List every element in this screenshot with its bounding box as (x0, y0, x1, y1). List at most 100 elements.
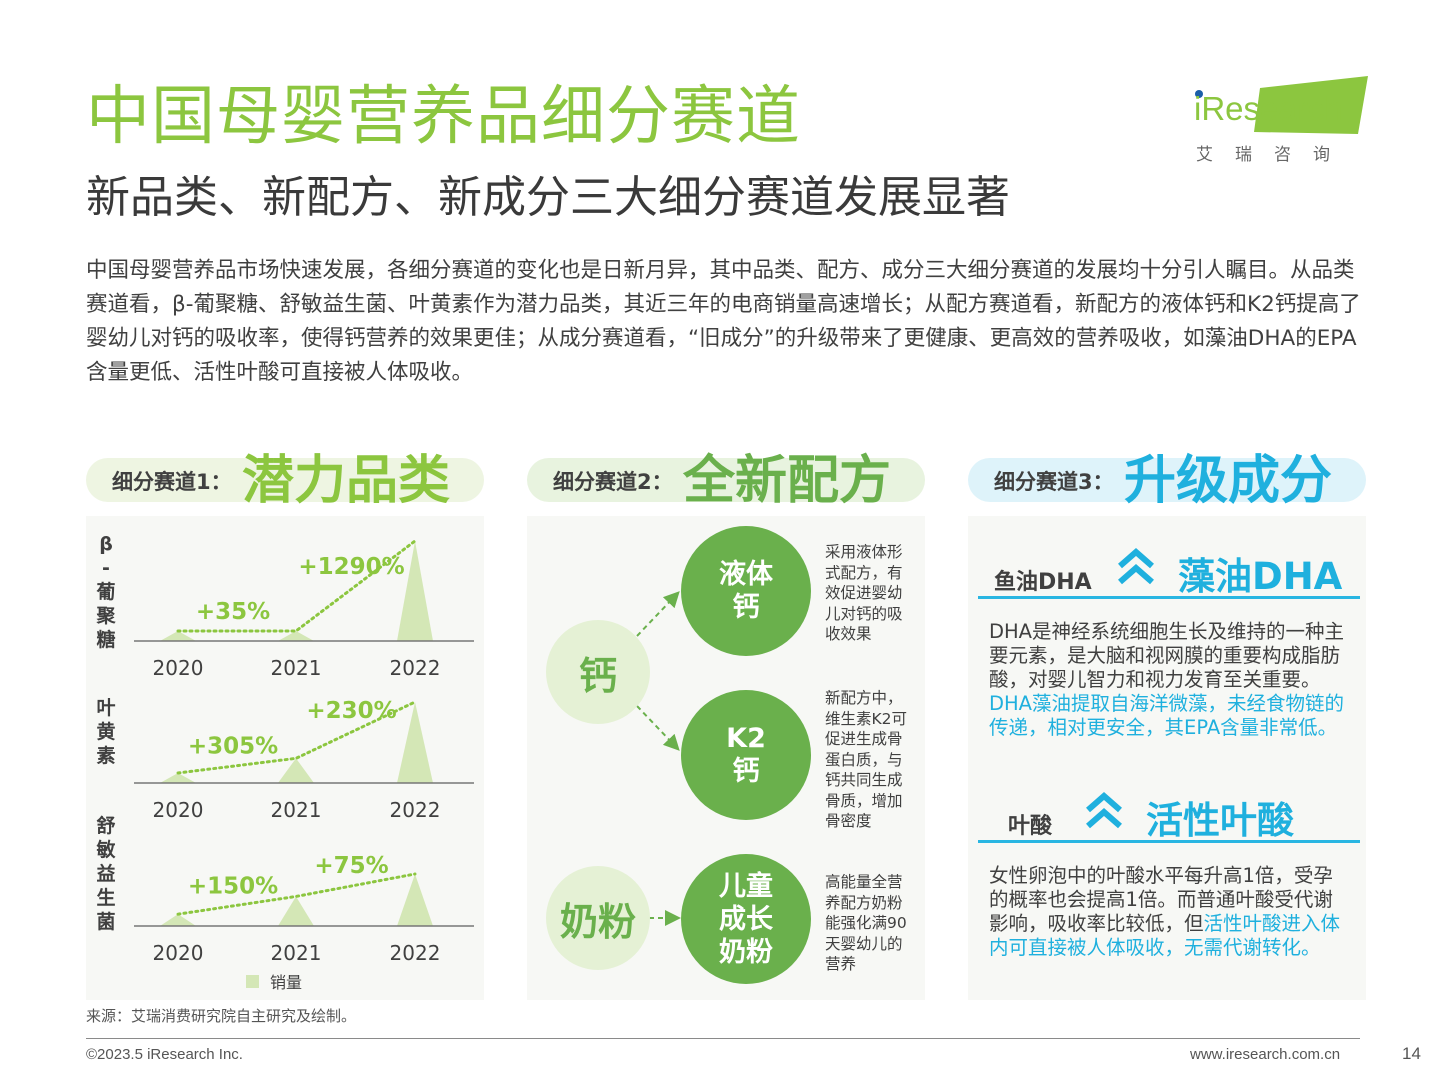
source-note: 来源：艾瑞消费研究院自主研究及绘制。 (86, 1007, 357, 1025)
sales-bar-triangle (397, 874, 433, 926)
arrow-calcium-k2 (636, 705, 680, 751)
page-subtitle: 新品类、新配方、新成分三大细分赛道发展显著 (86, 172, 1010, 223)
year-tick-label: 2021 (271, 798, 322, 822)
trend-dotted-line (176, 700, 417, 775)
series-label-char: β (99, 533, 113, 555)
year-tick-label: 2022 (390, 941, 441, 965)
trend-dotted-line (176, 539, 417, 633)
year-tick-label: 2020 (153, 941, 204, 965)
fish-oil-dha-label: 鱼油DHA (994, 570, 1092, 595)
sales-bar-triangle (160, 914, 196, 926)
liquid-calcium-line2: 钙 (732, 592, 760, 623)
sales-bar-triangle (278, 758, 314, 783)
sales-bar-triangle (160, 631, 196, 641)
series-label-char: 糖 (96, 628, 115, 651)
track3-pill: 细分赛道3： 升级成分 (968, 451, 1366, 511)
year-tick-label: 2021 (271, 941, 322, 965)
footer-divider (86, 1038, 1360, 1039)
logo-cn: 艾瑞咨询 (1196, 145, 1352, 165)
dha-text-plain: DHA是神经系统细胞生长及维持的一种主要元素，是大脑和视网膜的重要构成脂肪酸，对… (989, 620, 1345, 691)
series-label-char: 生 (96, 886, 115, 909)
k2-calcium-line1: K2 (726, 723, 766, 754)
growth-milk-line1: 儿童 (719, 870, 773, 902)
year-tick-label: 2020 (153, 656, 204, 680)
growth-rate-label: +75% (314, 853, 388, 879)
calcium-label: 钙 (578, 653, 617, 698)
sales-growth-charts: β-葡聚糖 2020 2021 2022 +35% +1290% 叶黄素 2020 2021 20… (95, 533, 474, 992)
growth-rate-label: +150% (188, 873, 278, 899)
sales-bar-triangle (278, 631, 314, 641)
series-label-char: 敏 (95, 838, 115, 861)
copyright: ©2023.5 iResearch Inc. (86, 1046, 243, 1063)
k2-calcium-circle: K2 钙 (681, 690, 811, 820)
series-label-char: 聚 (95, 605, 116, 627)
page-title: 中国母婴营养品细分赛道 (86, 80, 801, 154)
growth-milk-desc: 高能量全营养配方奶粉能强化满90天婴幼儿的营养 (825, 873, 907, 973)
year-tick-label: 2020 (153, 798, 204, 822)
growth-rate-label: +305% (188, 734, 278, 760)
k2-calcium-desc: 新配方中，维生素K2可促进生成骨蛋白质，与钙共同生成骨质，增加骨密度 (825, 689, 908, 830)
arrow-calcium-liquid (636, 591, 680, 637)
track1-pill: 细分赛道1： 潜力品类 (86, 451, 484, 511)
growth-milk-circle: 儿童 成长 奶粉 (681, 854, 811, 984)
sales-bar-triangle (397, 541, 433, 641)
series-label-char: - (102, 557, 110, 579)
upgrade-chevron-icon (1086, 792, 1122, 829)
growth-rate-label: +230% (306, 698, 396, 724)
year-tick-label: 2022 (390, 656, 441, 680)
dha-text-highlight: DHA藻油提取自海洋微藻，未经食物链的传递，相对更安全，其EPA含量非常低。 (989, 692, 1345, 739)
intro-paragraph: 中国母婴营养品市场快速发展，各细分赛道的变化也是日新月异，其中品类、配方、成分三… (86, 258, 1361, 385)
trend-dotted-line (176, 872, 417, 916)
active-folic-acid-label: 活性叶酸 (1146, 799, 1294, 842)
folic-acid-label: 叶酸 (1008, 814, 1053, 839)
folate-description: 女性卵泡中的叶酸水平每升高1倍，受孕的概率也会提高1倍。而普通叶酸受代谢影响，吸… (989, 864, 1345, 960)
upgrade-chevron-icon (1118, 548, 1154, 585)
folate-divider (978, 840, 1360, 843)
series-label-char: 舒 (96, 814, 115, 837)
iresearch-logo: iResearch 艾瑞咨询 (1190, 76, 1370, 166)
legend-label: 销量 (270, 973, 302, 992)
series-label-char: 菌 (96, 910, 115, 933)
website-link[interactable]: www.iresearch.com.cn (1190, 1046, 1341, 1063)
track1-label: 细分赛道1： (112, 470, 232, 494)
track3-title: 升级成分 (1124, 451, 1333, 511)
track2-pill: 细分赛道2： 全新配方 (527, 451, 925, 511)
series-label-char: 益 (96, 862, 115, 885)
track1-title: 潜力品类 (242, 451, 451, 511)
growth-rate-label: +35% (196, 599, 270, 625)
growth-milk-line2: 成长 (719, 903, 773, 935)
milk-powder-label: 奶粉 (559, 899, 636, 944)
series-label-char: 素 (96, 744, 115, 767)
page-number: 14 (1402, 1044, 1421, 1063)
track3-panel: 鱼油DHA 藻油DHA DHA是神经系统细胞生长及维持的一种主要元素，是大脑和视… (968, 516, 1366, 1000)
sales-bar-triangle (397, 702, 433, 783)
milk-powder-circle: 奶粉 (546, 866, 650, 970)
formula-arrows (636, 591, 681, 926)
calcium-circle: 钙 (546, 620, 650, 724)
growth-rate-label: +1290% (298, 554, 404, 580)
algae-oil-dha-label: 藻油DHA (1178, 555, 1343, 598)
logo-banner-shape (1195, 76, 1368, 134)
liquid-calcium-circle: 液体 钙 (681, 526, 811, 656)
k2-calcium-line2: 钙 (732, 756, 760, 787)
liquid-calcium-line1: 液体 (719, 559, 773, 590)
sales-bar-triangle (160, 773, 196, 783)
dha-divider (978, 596, 1360, 599)
series-label-char: 葡 (96, 580, 115, 603)
legend-swatch (246, 975, 259, 988)
dha-description: DHA是神经系统细胞生长及维持的一种主要元素，是大脑和视网膜的重要构成脂肪酸，对… (989, 620, 1345, 740)
year-tick-label: 2022 (390, 798, 441, 822)
series-label-char: 黄 (96, 720, 115, 743)
sales-bar-triangle (278, 896, 314, 926)
track2-label: 细分赛道2： (553, 470, 673, 494)
track1-panel: β - 葡聚糖 2020 2021 2022 +35% +1290% 叶黄素 2020 2021 20… (86, 516, 484, 1000)
folate-text-plain: 女性卵泡中的叶酸水平每升高1倍，受孕的概率也会提高1倍。而普通叶酸受代谢影响，吸… (989, 864, 1333, 935)
track2-title: 全新配方 (683, 451, 892, 511)
track3-label: 细分赛道3： (994, 470, 1114, 494)
logo-brand: iResearch (1194, 90, 1343, 127)
year-tick-label: 2021 (271, 656, 322, 680)
track2-panel: 钙 奶粉 液体 钙 采用液体形式配方，有效促进婴幼儿对钙的吸收效果 K2 钙 新… (527, 516, 925, 1000)
liquid-calcium-desc: 采用液体形式配方，有效促进婴幼儿对钙的吸收效果 (825, 543, 903, 643)
growth-milk-line3: 奶粉 (719, 936, 773, 968)
series-label-char: 叶 (96, 697, 115, 719)
